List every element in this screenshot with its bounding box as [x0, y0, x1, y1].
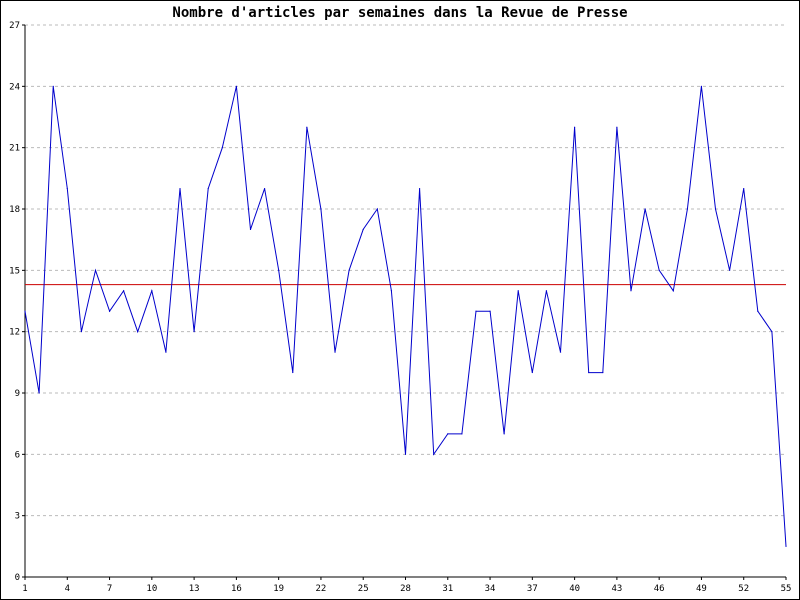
- data-point: [235, 85, 237, 87]
- data-point: [729, 269, 731, 271]
- y-tick-label: 18: [9, 205, 20, 215]
- data-point: [531, 371, 533, 374]
- data-point: [362, 228, 364, 231]
- data-point: [193, 331, 195, 333]
- x-tick-label: 1: [22, 584, 27, 594]
- data-point: [461, 433, 463, 435]
- data-point: [179, 187, 181, 190]
- y-tick-label: 0: [15, 573, 20, 583]
- chart-title: Nombre d'articles par semaines dans la R…: [172, 5, 628, 21]
- data-point: [404, 453, 407, 455]
- x-tick-label: 25: [358, 584, 369, 594]
- data-point: [390, 290, 393, 292]
- data-point: [292, 371, 294, 374]
- data-point: [771, 331, 773, 333]
- data-point: [80, 331, 82, 333]
- data-point: [221, 147, 223, 149]
- x-tick-label: 31: [442, 584, 453, 594]
- x-tick-label: 34: [485, 584, 496, 594]
- x-tick-label: 7: [107, 584, 112, 594]
- x-tick-label: 22: [316, 584, 327, 594]
- data-point: [757, 310, 759, 312]
- data-point: [348, 269, 350, 271]
- x-tick-label: 55: [781, 584, 792, 594]
- data-point: [630, 290, 632, 292]
- y-tick-label: 24: [9, 82, 20, 92]
- data-point: [306, 126, 308, 128]
- data-point: [94, 269, 97, 271]
- data-point: [320, 208, 322, 210]
- data-point: [249, 228, 252, 231]
- y-tick-label: 21: [9, 144, 20, 154]
- data-point: [376, 208, 378, 210]
- y-tick-label: 12: [9, 328, 20, 338]
- data-point: [137, 331, 139, 333]
- x-tick-label: 52: [738, 584, 749, 594]
- data-point: [588, 371, 590, 374]
- x-tick-label: 43: [611, 584, 622, 594]
- x-tick-label: 40: [569, 584, 580, 594]
- x-tick-label: 13: [189, 584, 200, 594]
- data-point: [433, 453, 435, 455]
- x-tick-label: 4: [65, 584, 70, 594]
- data-point: [785, 545, 787, 547]
- y-tick-label: 6: [15, 450, 20, 460]
- data-point: [66, 187, 68, 190]
- grid-layer: [25, 24, 786, 517]
- data-point: [644, 208, 646, 210]
- data-point: [447, 433, 449, 435]
- data-point: [165, 351, 167, 353]
- data-point: [24, 310, 26, 312]
- data-point: [616, 126, 618, 128]
- data-point: [52, 85, 54, 87]
- x-tick-label: 28: [400, 584, 411, 594]
- data-point: [278, 269, 280, 271]
- data-point: [559, 351, 562, 353]
- data-point: [489, 310, 491, 312]
- data-point: [503, 433, 505, 435]
- x-tick-label: 37: [527, 584, 538, 594]
- y-tick-label: 27: [9, 21, 20, 31]
- x-tick-label: 16: [231, 584, 242, 594]
- data-point: [108, 310, 111, 312]
- data-point: [263, 187, 266, 190]
- data-point: [545, 290, 548, 292]
- data-point: [334, 351, 336, 353]
- data-point: [123, 290, 125, 292]
- y-tick-label: 15: [9, 266, 20, 276]
- tick-label-layer: 0 3 6 9 12 15 18 21 24 27 1 4 7 10 13 16 19 22 25 28 31 34 37 4…: [9, 21, 791, 594]
- axis-layer: [22, 24, 787, 580]
- y-tick-label: 3: [15, 512, 20, 522]
- data-point: [658, 269, 660, 271]
- x-tick-label: 19: [273, 584, 284, 594]
- data-point: [714, 208, 717, 210]
- data-point: [574, 126, 576, 128]
- series-line: [24, 86, 787, 547]
- data-point: [517, 290, 519, 292]
- data-point: [686, 208, 688, 210]
- series-layer: [24, 85, 787, 547]
- x-tick-label: 46: [654, 584, 665, 594]
- data-point: [700, 85, 703, 87]
- data-point: [38, 392, 40, 394]
- data-point: [602, 371, 604, 374]
- data-point: [151, 290, 153, 292]
- data-point: [743, 187, 745, 190]
- data-point: [475, 310, 477, 312]
- x-tick-label: 10: [146, 584, 157, 594]
- x-tick-label: 49: [696, 584, 707, 594]
- y-tick-label: 9: [15, 389, 20, 399]
- data-point: [672, 290, 674, 292]
- data-point: [207, 187, 209, 190]
- data-point: [418, 187, 421, 190]
